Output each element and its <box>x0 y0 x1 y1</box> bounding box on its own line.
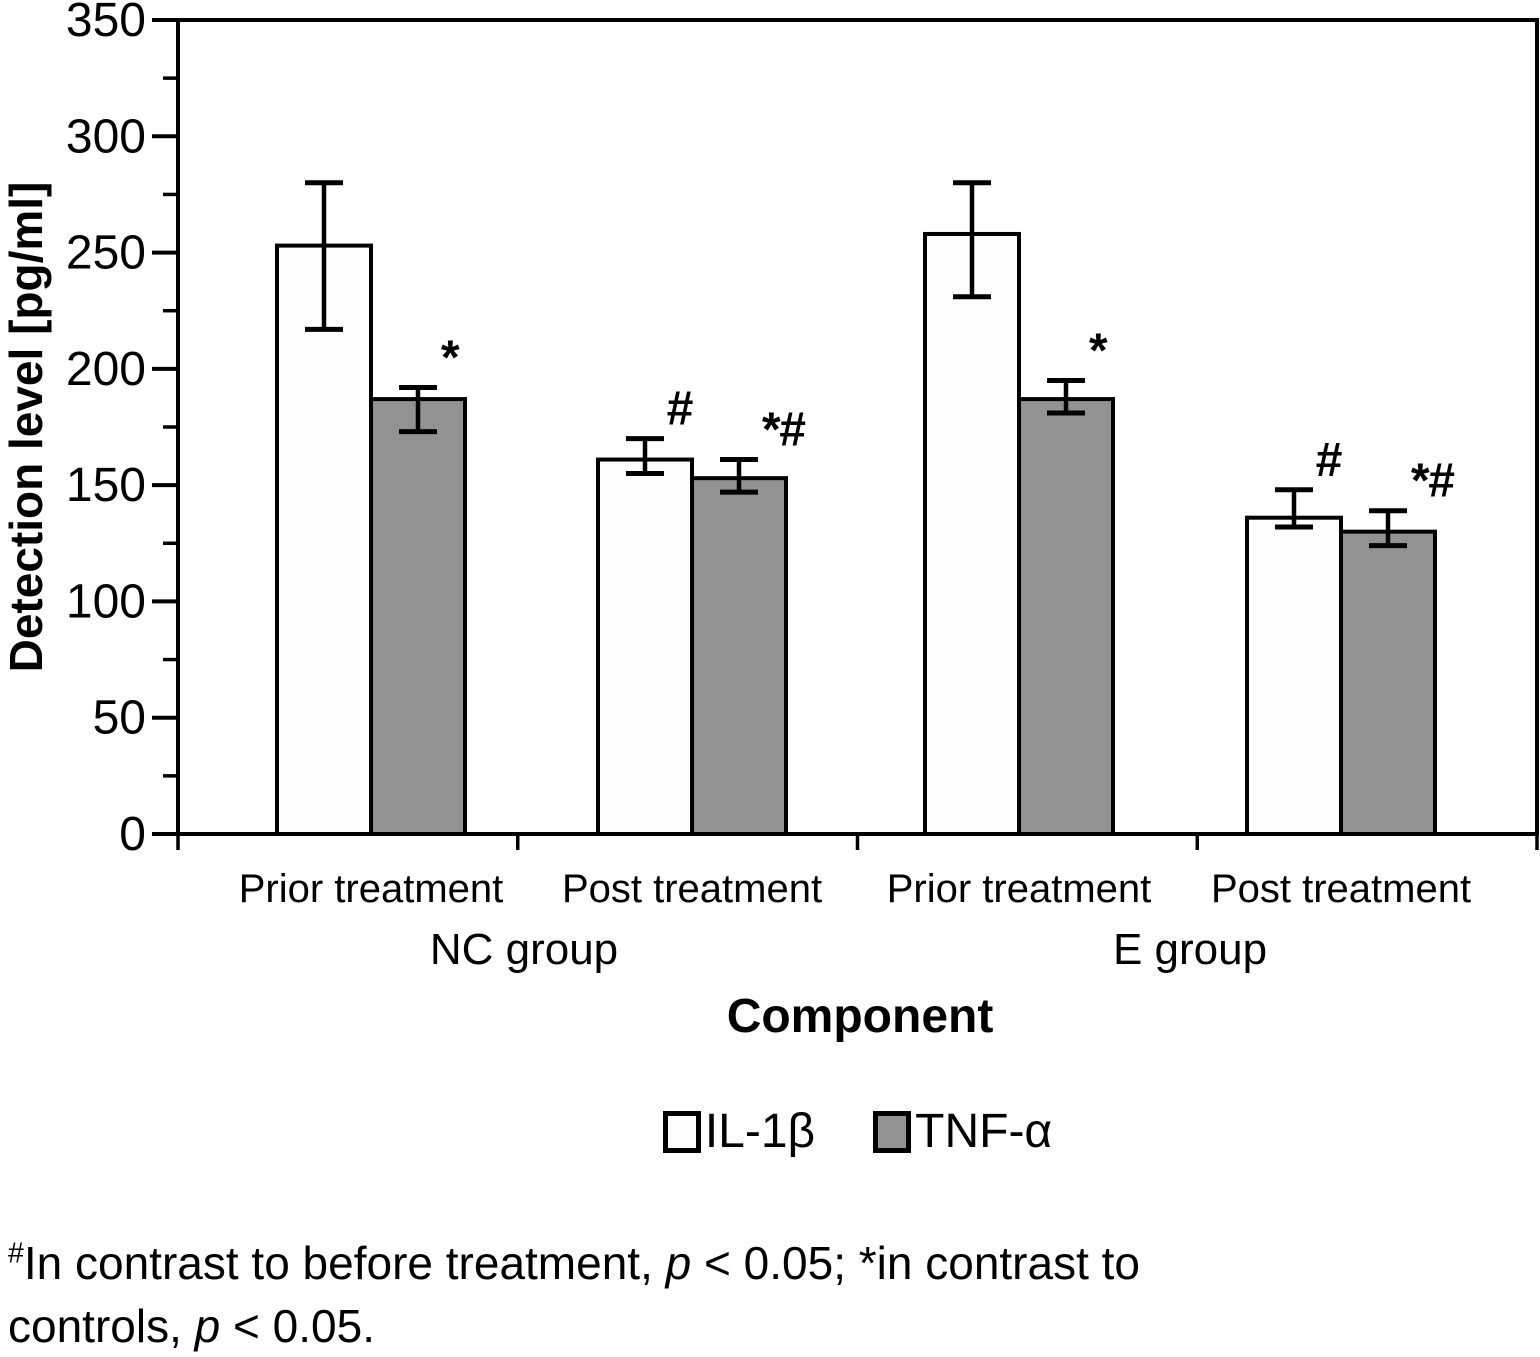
y-tick-label: 250 <box>66 227 146 280</box>
bars-layer <box>275 180 1437 837</box>
legend-item-tnfa: TNF-α <box>873 1108 1052 1156</box>
axes-layer: 0 50 100 150 200 250 300 350 <box>66 0 1539 861</box>
footnote-text: < 0.05; *in contrast to <box>691 1237 1141 1289</box>
legend-label-il1b: IL-1β <box>704 1105 816 1158</box>
bar-IL-1β-3 <box>1245 515 1343 837</box>
x-group-label-e: E group <box>1113 925 1267 974</box>
legend-swatch-il1b <box>662 1111 701 1153</box>
bar-TNF-α-2 <box>1017 397 1115 836</box>
x-group-label-nc: NC group <box>430 925 618 974</box>
y-tick-label: 200 <box>66 343 146 396</box>
footnote-hash-sup: # <box>8 1237 24 1270</box>
bar-TNF-α-3 <box>1339 529 1437 837</box>
bar-TNF-α-0 <box>369 397 467 836</box>
footnote-text: In contrast to before treatment, <box>23 1237 666 1289</box>
significance-annotation: # <box>666 383 693 436</box>
significance-annotation: * <box>1087 324 1108 377</box>
x-category-label: Post treatment <box>1211 867 1471 911</box>
x-category-label: Prior treatment <box>887 867 1152 911</box>
footnote-text: controls, <box>8 1300 195 1353</box>
legend-label-tnfa: TNF-α <box>915 1105 1053 1158</box>
bar-chart: 0 50 100 150 200 250 300 350 # # * *# * *# Detection… <box>0 0 1539 1043</box>
footnote-line-2: controls, p < 0.05. <box>8 1295 1428 1357</box>
y-tick-label: 0 <box>119 808 146 861</box>
footnote-line-1: #In contrast to before treatment, p < 0.… <box>8 1232 1428 1295</box>
significance-annotation: * <box>439 331 460 384</box>
y-tick-label: 150 <box>66 459 146 512</box>
y-tick-label: 300 <box>66 110 146 163</box>
bar-IL-1β-0 <box>275 243 373 836</box>
legend-item-il1b: IL-1β <box>662 1105 816 1158</box>
bar-IL-1β-2 <box>923 231 1021 837</box>
footnote-p-italic: p <box>665 1237 692 1289</box>
annotations-layer: # # * *# * *# <box>439 324 1455 507</box>
footnote-p-italic: p <box>194 1300 221 1353</box>
y-tick-label: 50 <box>93 692 146 745</box>
significance-annotation: *# <box>1409 455 1455 508</box>
legend: IL-1β TNF-α <box>178 1108 1537 1156</box>
x-category-label: Post treatment <box>562 867 822 911</box>
x-axis-title: Component <box>727 990 994 1043</box>
y-axis-title: Detection level [pg/ml] <box>0 182 52 673</box>
y-tick-label: 350 <box>66 0 146 47</box>
footnote: #In contrast to before treatment, p < 0.… <box>8 1232 1428 1357</box>
significance-annotation: # <box>1315 434 1342 487</box>
bar-IL-1β-1 <box>596 457 694 836</box>
legend-swatch-tnfa <box>873 1111 912 1153</box>
footnote-text: < 0.05. <box>220 1300 375 1353</box>
bar-TNF-α-1 <box>690 476 788 836</box>
y-tick-label: 100 <box>66 575 146 628</box>
significance-annotation: *# <box>760 404 806 457</box>
x-category-label: Prior treatment <box>239 867 504 911</box>
